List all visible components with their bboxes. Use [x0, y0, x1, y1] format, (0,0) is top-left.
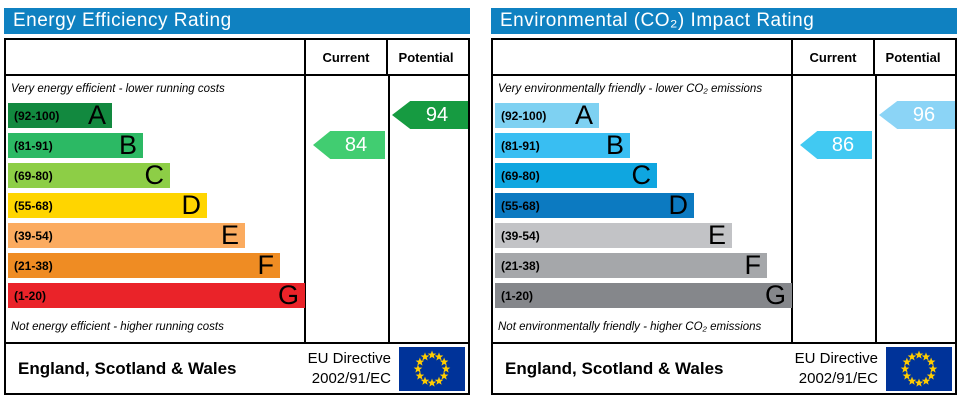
- band-d: (55-68) D: [495, 190, 694, 220]
- column-divider: [791, 76, 793, 342]
- eu-directive-label: EU Directive 2002/91/EC: [308, 349, 391, 388]
- band-letter: C: [144, 160, 165, 190]
- environmental-table-header: Current Potential: [493, 40, 955, 76]
- bottom-note: Not energy efficient - higher running co…: [11, 321, 224, 333]
- environmental-bands: (92-100) A (81-91) B (69-80) C (55-68) D…: [495, 100, 792, 313]
- energy-rating-table: Current Potential Very energy efficient …: [4, 38, 470, 395]
- band-letter: F: [257, 250, 275, 280]
- band-range-label: (69-80): [501, 168, 540, 183]
- band-range-label: (55-68): [501, 198, 540, 213]
- band-range-label: (1-20): [501, 288, 534, 303]
- environmental-chart-body: Very environmentally friendly - lower CO…: [493, 76, 955, 342]
- band-range-label: (39-54): [14, 228, 53, 243]
- band-letter: B: [605, 130, 624, 160]
- energy-bands: (92-100) A (81-91) B (69-80) C (55-68) D…: [8, 100, 305, 313]
- band-c: (69-80) C: [495, 160, 657, 190]
- potential-column-header: Potential: [386, 40, 464, 74]
- region-label: England, Scotland & Wales: [18, 358, 237, 378]
- band-range-label: (55-68): [14, 198, 53, 213]
- current-rating-value: 86: [831, 133, 855, 156]
- band-d: (55-68) D: [8, 190, 207, 220]
- eu-directive-label: EU Directive 2002/91/EC: [795, 349, 878, 388]
- band-letter: A: [87, 100, 106, 130]
- eu-flag-icon: [399, 346, 465, 391]
- energy-panel-title: Energy Efficiency Rating: [4, 8, 470, 34]
- band-range-label: (81-91): [14, 138, 53, 153]
- current-column-header: Current: [304, 40, 386, 74]
- band-range-label: (1-20): [14, 288, 47, 303]
- band-e: (39-54) E: [8, 220, 245, 250]
- band-f: (21-38) F: [495, 250, 767, 280]
- band-letter: D: [181, 190, 202, 220]
- band-letter: E: [220, 220, 239, 250]
- header-spacer: [493, 40, 791, 74]
- potential-rating-value: 96: [912, 103, 936, 126]
- band-g: (1-20) G: [8, 280, 305, 310]
- band-range-label: (92-100): [14, 108, 60, 123]
- band-letter: E: [707, 220, 726, 250]
- band-letter: F: [744, 250, 762, 280]
- band-letter: G: [764, 280, 786, 310]
- environmental-impact-panel: Environmental (CO₂) Impact Rating Curren…: [491, 8, 957, 395]
- environmental-footer: England, Scotland & Wales EU Directive 2…: [493, 342, 955, 393]
- potential-rating-value: 94: [425, 103, 449, 126]
- band-f: (21-38) F: [8, 250, 280, 280]
- column-divider: [875, 76, 877, 342]
- band-a: (92-100) A: [8, 100, 112, 130]
- band-b: (81-91) B: [495, 130, 630, 160]
- current-rating-arrow: 86: [800, 131, 872, 159]
- band-range-label: (39-54): [501, 228, 540, 243]
- band-a: (92-100) A: [495, 100, 599, 130]
- eu-directive-line1: EU Directive: [794, 350, 878, 367]
- band-letter: D: [668, 190, 689, 220]
- column-divider: [304, 76, 306, 342]
- energy-table-header: Current Potential: [6, 40, 468, 76]
- energy-footer: England, Scotland & Wales EU Directive 2…: [6, 342, 468, 393]
- region-label: England, Scotland & Wales: [505, 358, 724, 378]
- band-letter: C: [631, 160, 652, 190]
- eu-directive-line2: 2002/91/EC: [798, 369, 878, 387]
- bottom-note: Not environmentally friendly - higher CO…: [498, 321, 762, 333]
- energy-efficiency-panel: Energy Efficiency Rating Current Potenti…: [4, 8, 470, 395]
- band-c: (69-80) C: [8, 160, 170, 190]
- band-letter: A: [574, 100, 593, 130]
- eu-flag-icon: [886, 346, 952, 391]
- potential-column-header: Potential: [873, 40, 951, 74]
- band-range-label: (69-80): [14, 168, 53, 183]
- band-letter: B: [118, 130, 137, 160]
- band-range-label: (92-100): [501, 108, 547, 123]
- top-note: Very energy efficient - lower running co…: [11, 83, 225, 95]
- top-note: Very environmentally friendly - lower CO…: [498, 83, 763, 95]
- header-spacer: [6, 40, 304, 74]
- environmental-rating-table: Current Potential Very environmentally f…: [491, 38, 957, 395]
- band-g: (1-20) G: [495, 280, 792, 310]
- band-e: (39-54) E: [495, 220, 732, 250]
- eu-directive-line2: 2002/91/EC: [311, 369, 391, 387]
- column-divider: [388, 76, 390, 342]
- band-range-label: (21-38): [14, 258, 53, 273]
- band-range-label: (81-91): [501, 138, 540, 153]
- current-rating-value: 84: [344, 133, 368, 156]
- band-b: (81-91) B: [8, 130, 143, 160]
- energy-chart-body: Very energy efficient - lower running co…: [6, 76, 468, 342]
- band-range-label: (21-38): [501, 258, 540, 273]
- potential-rating-arrow: 96: [879, 101, 955, 129]
- current-rating-arrow: 84: [313, 131, 385, 159]
- eu-directive-line1: EU Directive: [307, 350, 391, 367]
- environmental-panel-title: Environmental (CO₂) Impact Rating: [491, 8, 957, 34]
- current-column-header: Current: [791, 40, 873, 74]
- potential-rating-arrow: 94: [392, 101, 468, 129]
- band-letter: G: [277, 280, 299, 310]
